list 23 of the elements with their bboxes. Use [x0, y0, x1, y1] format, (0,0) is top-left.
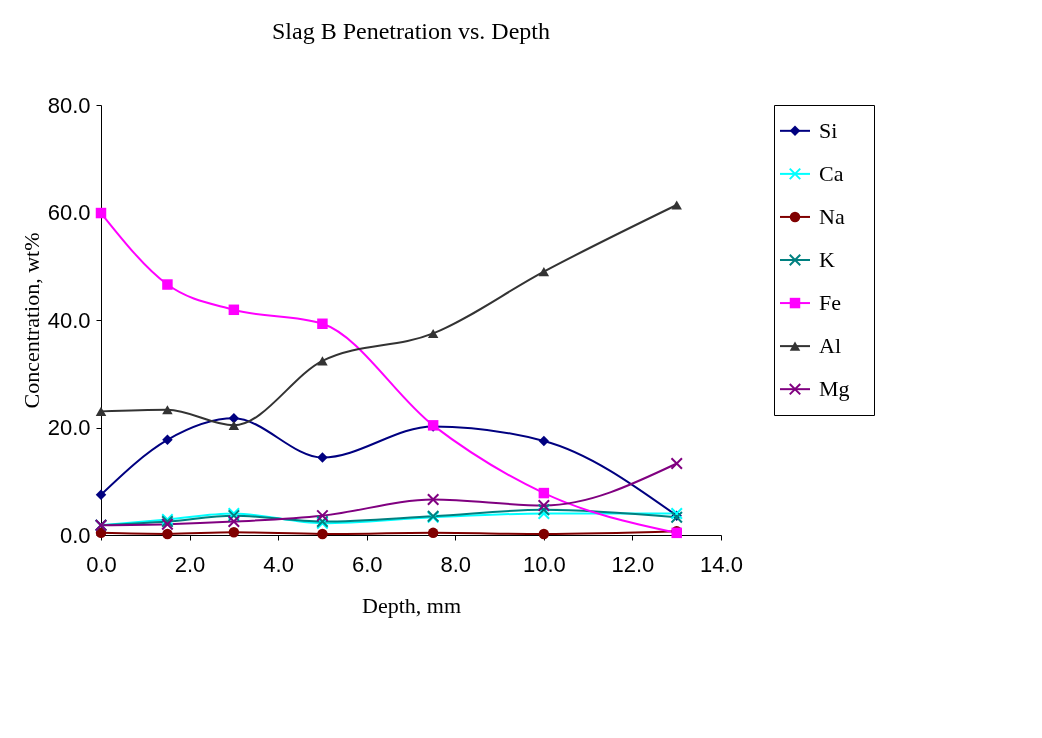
- legend-label: Mg: [819, 376, 850, 402]
- legend-label: Si: [819, 117, 838, 143]
- y-tick-label: 20.0: [47, 415, 91, 440]
- x-tick-label: 10.0: [522, 551, 566, 577]
- x-axis-title: Depth, mm: [362, 592, 461, 618]
- x-tick-label: 6.0: [351, 551, 383, 577]
- x-tick-label: 2.0: [174, 551, 206, 577]
- y-axis-title: Concentration, wt%: [18, 232, 44, 409]
- x-tick-label: 0.0: [86, 551, 117, 577]
- y-tick-label: 40.0: [47, 307, 91, 333]
- legend-label: Ca: [819, 160, 844, 186]
- legend-label: Na: [819, 203, 845, 229]
- legend-label: Al: [819, 333, 841, 359]
- x-tick-label: 12.0: [611, 551, 655, 577]
- legend-label: K: [819, 247, 835, 272]
- x-tick-label: 4.0: [263, 551, 294, 577]
- y-tick-label: 60.0: [47, 200, 91, 225]
- y-tick-label: 80.0: [47, 92, 91, 118]
- chart-title: Slag B Penetration vs. Depth: [272, 18, 550, 44]
- x-tick-label: 8.0: [440, 551, 472, 577]
- legend-label: Fe: [819, 290, 841, 316]
- y-tick-label: 0.0: [59, 522, 91, 548]
- x-tick-label: 14.0: [700, 551, 743, 577]
